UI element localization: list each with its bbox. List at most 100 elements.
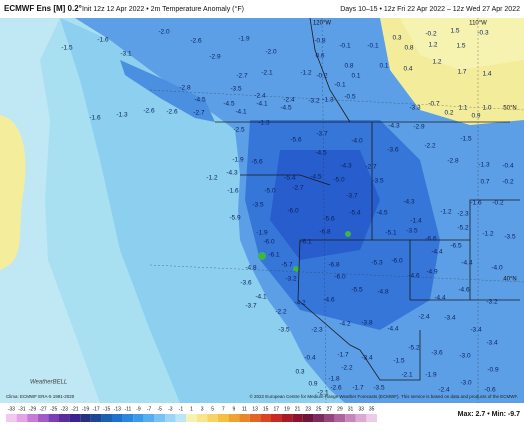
anomaly-label: 0.7 <box>480 179 489 186</box>
anomaly-label: -2.4 <box>438 387 450 394</box>
anomaly-label: -3.6 <box>240 280 252 287</box>
anomaly-label: 0.9 <box>471 113 480 120</box>
anomaly-label: -1.5 <box>61 45 73 52</box>
anomaly-label: -4.8 <box>245 265 257 272</box>
anomaly-label: -4.3 <box>226 170 238 177</box>
anomaly-label: -4.4 <box>461 260 473 267</box>
anomaly-label: -2.2 <box>275 309 287 316</box>
anomaly-label: -2.0 <box>158 29 170 36</box>
anomaly-label: -1.3 <box>322 97 334 104</box>
anomaly-label: 0.8 <box>344 63 353 70</box>
anomaly-label: -1.3 <box>116 112 128 119</box>
colorbar-swatch <box>228 414 240 422</box>
colorbar-tick-label: -3 <box>168 406 173 412</box>
colorbar-swatch <box>196 414 208 422</box>
anomaly-label: 1.5 <box>456 43 465 50</box>
anomaly-label: 0.6 <box>315 53 324 60</box>
anomaly-label: -2.3 <box>457 211 469 218</box>
anomaly-label: -0.2 <box>502 179 514 186</box>
anomaly-label: -3.0 <box>459 353 471 360</box>
colorbar-tick-label: -17 <box>92 406 99 412</box>
anomaly-label: -6.5 <box>450 243 462 250</box>
colorbar-tick-label: -19 <box>82 406 89 412</box>
anomaly-label: -3.7 <box>316 131 328 138</box>
anomaly-label: -4.4 <box>431 249 443 256</box>
anomaly-label: -5.3 <box>371 260 383 267</box>
anomaly-label: -3.5 <box>372 178 384 185</box>
colorbar-tick-label: 15 <box>263 406 269 412</box>
anomaly-label: -2.9 <box>413 124 425 131</box>
anomaly-label: -3.2 <box>285 276 297 283</box>
anomaly-label: -4.5 <box>310 174 322 181</box>
colorbar-tick-label: 33 <box>358 406 364 412</box>
grid-label: 120°W <box>313 21 331 27</box>
colorbar-tick-label: 5 <box>211 406 214 412</box>
anomaly-label: 1.4 <box>482 71 491 78</box>
anomaly-label: -2.6 <box>143 108 155 115</box>
colorbar-tick-label: 1 <box>190 406 193 412</box>
anomaly-label: -1.4 <box>410 218 422 225</box>
anomaly-label: -3.6 <box>431 350 443 357</box>
anomaly-label: -4.3 <box>388 123 400 130</box>
anomaly-label: 0.4 <box>403 66 412 73</box>
anomaly-label: -0.1 <box>367 43 379 50</box>
colorbar-swatch <box>260 414 271 422</box>
anomaly-label: -1.2 <box>440 209 452 216</box>
colorbar-tick-label: -25 <box>50 406 57 412</box>
colorbar-swatch <box>16 414 28 422</box>
colorbar-swatch <box>218 414 229 422</box>
colorbar-swatch <box>324 414 335 422</box>
anomaly-label: -4.9 <box>426 269 438 276</box>
anomaly-label: -3.7 <box>346 193 358 200</box>
anomaly-label: -1.7 <box>337 352 349 359</box>
anomaly-label: -6.1 <box>300 239 312 246</box>
anomaly-label: -4.0 <box>491 265 503 272</box>
anomaly-label: -2.6 <box>190 38 202 45</box>
colorbar-swatch <box>165 414 176 422</box>
colorbar-tick-label: -29 <box>29 406 36 412</box>
anomaly-label: -4.4 <box>387 326 399 333</box>
colorbar-swatch <box>207 414 218 422</box>
anomaly-label: -6.8 <box>328 262 340 269</box>
max-min: Max: 2.7 • Min: -9.7 <box>458 411 520 418</box>
anomaly-label: -0.4 <box>304 355 316 362</box>
anomaly-label: 1.2 <box>432 59 441 66</box>
colorbar-swatch <box>281 414 293 422</box>
anomaly-label: -1.8 <box>328 376 340 383</box>
anomaly-label: -3.5 <box>373 385 385 392</box>
anomaly-label: -2.9 <box>209 54 221 61</box>
colorbar-swatch <box>355 414 367 422</box>
anomaly-label: 1.0 <box>482 105 491 112</box>
anomaly-label: -6.8 <box>319 229 331 236</box>
subtitle: Init 12z 12 Apr 2022 • 2m Temperature An… <box>82 5 244 13</box>
anomaly-label: -4.6 <box>408 273 420 280</box>
colorbar-tick-label: -9 <box>136 406 141 412</box>
colorbar-swatch <box>101 414 112 422</box>
anomaly-label: -4.1 <box>255 294 267 301</box>
anomaly-label: -2.4 <box>283 97 295 104</box>
anomaly-label: -6.0 <box>391 258 403 265</box>
colorbar-tick-label: 7 <box>222 406 225 412</box>
period: Days 10–15 • 12z Fri 22 Apr 2022 – 12z W… <box>340 6 520 13</box>
colorbar-swatch <box>154 414 165 422</box>
colorbar-tick-label: 31 <box>348 406 354 412</box>
anomaly-label: -5.6 <box>290 137 302 144</box>
anomaly-label: 0.1 <box>351 73 360 80</box>
colorbar-tick-label: -33 <box>8 406 15 412</box>
anomaly-label: 0.2 <box>444 110 453 117</box>
colorbar-swatch <box>37 414 49 422</box>
colorbar-swatch <box>59 414 70 422</box>
colorbar-swatch <box>292 414 303 422</box>
anomaly-label: -2.1 <box>401 372 413 379</box>
logo: WeatherBELL <box>30 380 67 386</box>
anomaly-label: -6.6 <box>425 236 437 243</box>
colorbar-tick-label: -21 <box>71 406 78 412</box>
anomaly-label: -0.2 <box>316 73 328 80</box>
anomaly-label: -2.5 <box>233 127 245 134</box>
anomaly-label: -2.1 <box>261 70 273 77</box>
anomaly-label: -6.0 <box>263 239 275 246</box>
anomaly-label: -5.6 <box>251 159 263 166</box>
colorbar-swatch <box>6 414 17 422</box>
colorbar-tick-label: -23 <box>61 406 68 412</box>
